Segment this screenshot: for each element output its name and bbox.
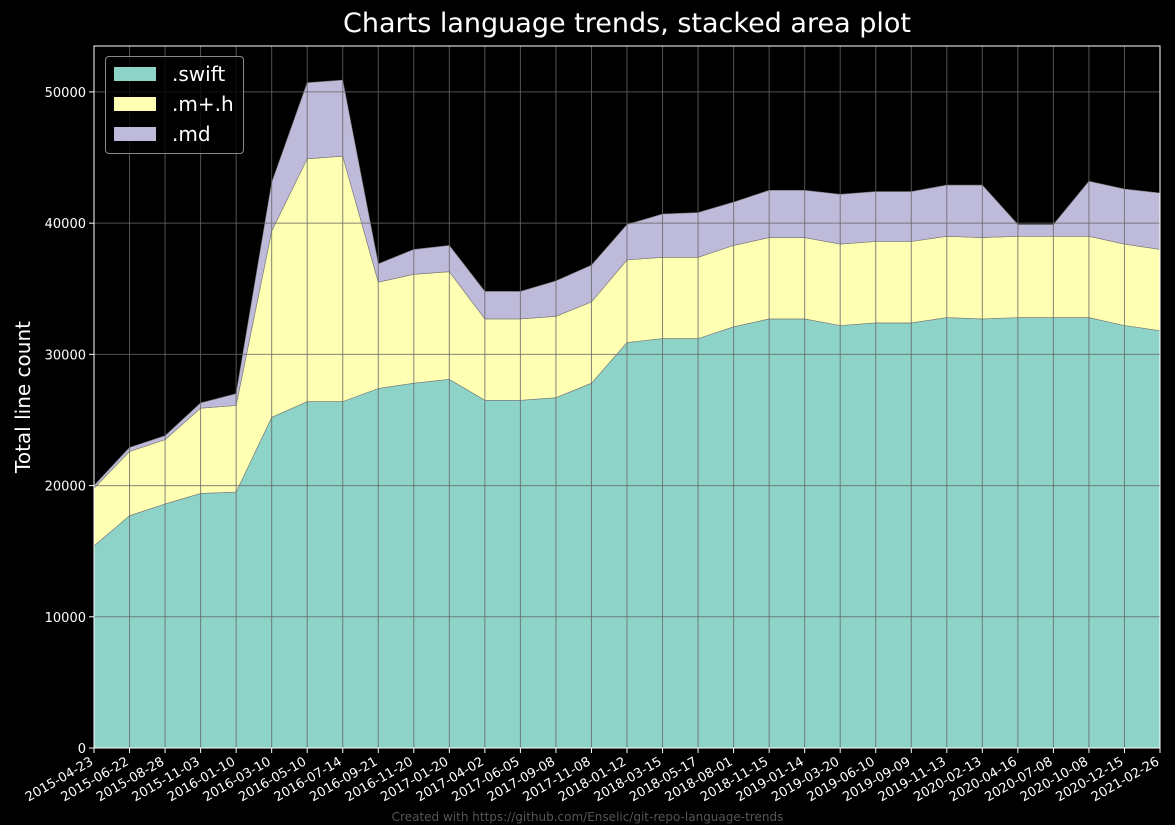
y-tick-label: 0 — [78, 742, 86, 757]
y-tick-label: 10000 — [45, 611, 86, 626]
y-tick-label: 20000 — [45, 480, 86, 495]
legend-swatch-swift — [114, 67, 156, 81]
legend-label-md: .md — [172, 122, 211, 146]
y-tick-label: 40000 — [45, 217, 86, 232]
legend: .swift .m+.h .md — [105, 56, 244, 154]
credit-text: Created with https://github.com/Enselic/… — [391, 810, 784, 824]
legend-item-md: .md — [114, 122, 211, 146]
legend-item-mh: .m+.h — [114, 92, 234, 116]
legend-swatch-md — [114, 127, 156, 141]
legend-label-mh: .m+.h — [172, 92, 234, 116]
legend-item-swift: .swift — [114, 62, 226, 86]
legend-label-swift: .swift — [172, 62, 226, 86]
legend-swatch-mh — [114, 97, 156, 111]
chart-title: Charts language trends, stacked area plo… — [343, 8, 911, 39]
y-tick-label: 30000 — [45, 348, 86, 363]
y-tick-label: 50000 — [45, 86, 86, 101]
